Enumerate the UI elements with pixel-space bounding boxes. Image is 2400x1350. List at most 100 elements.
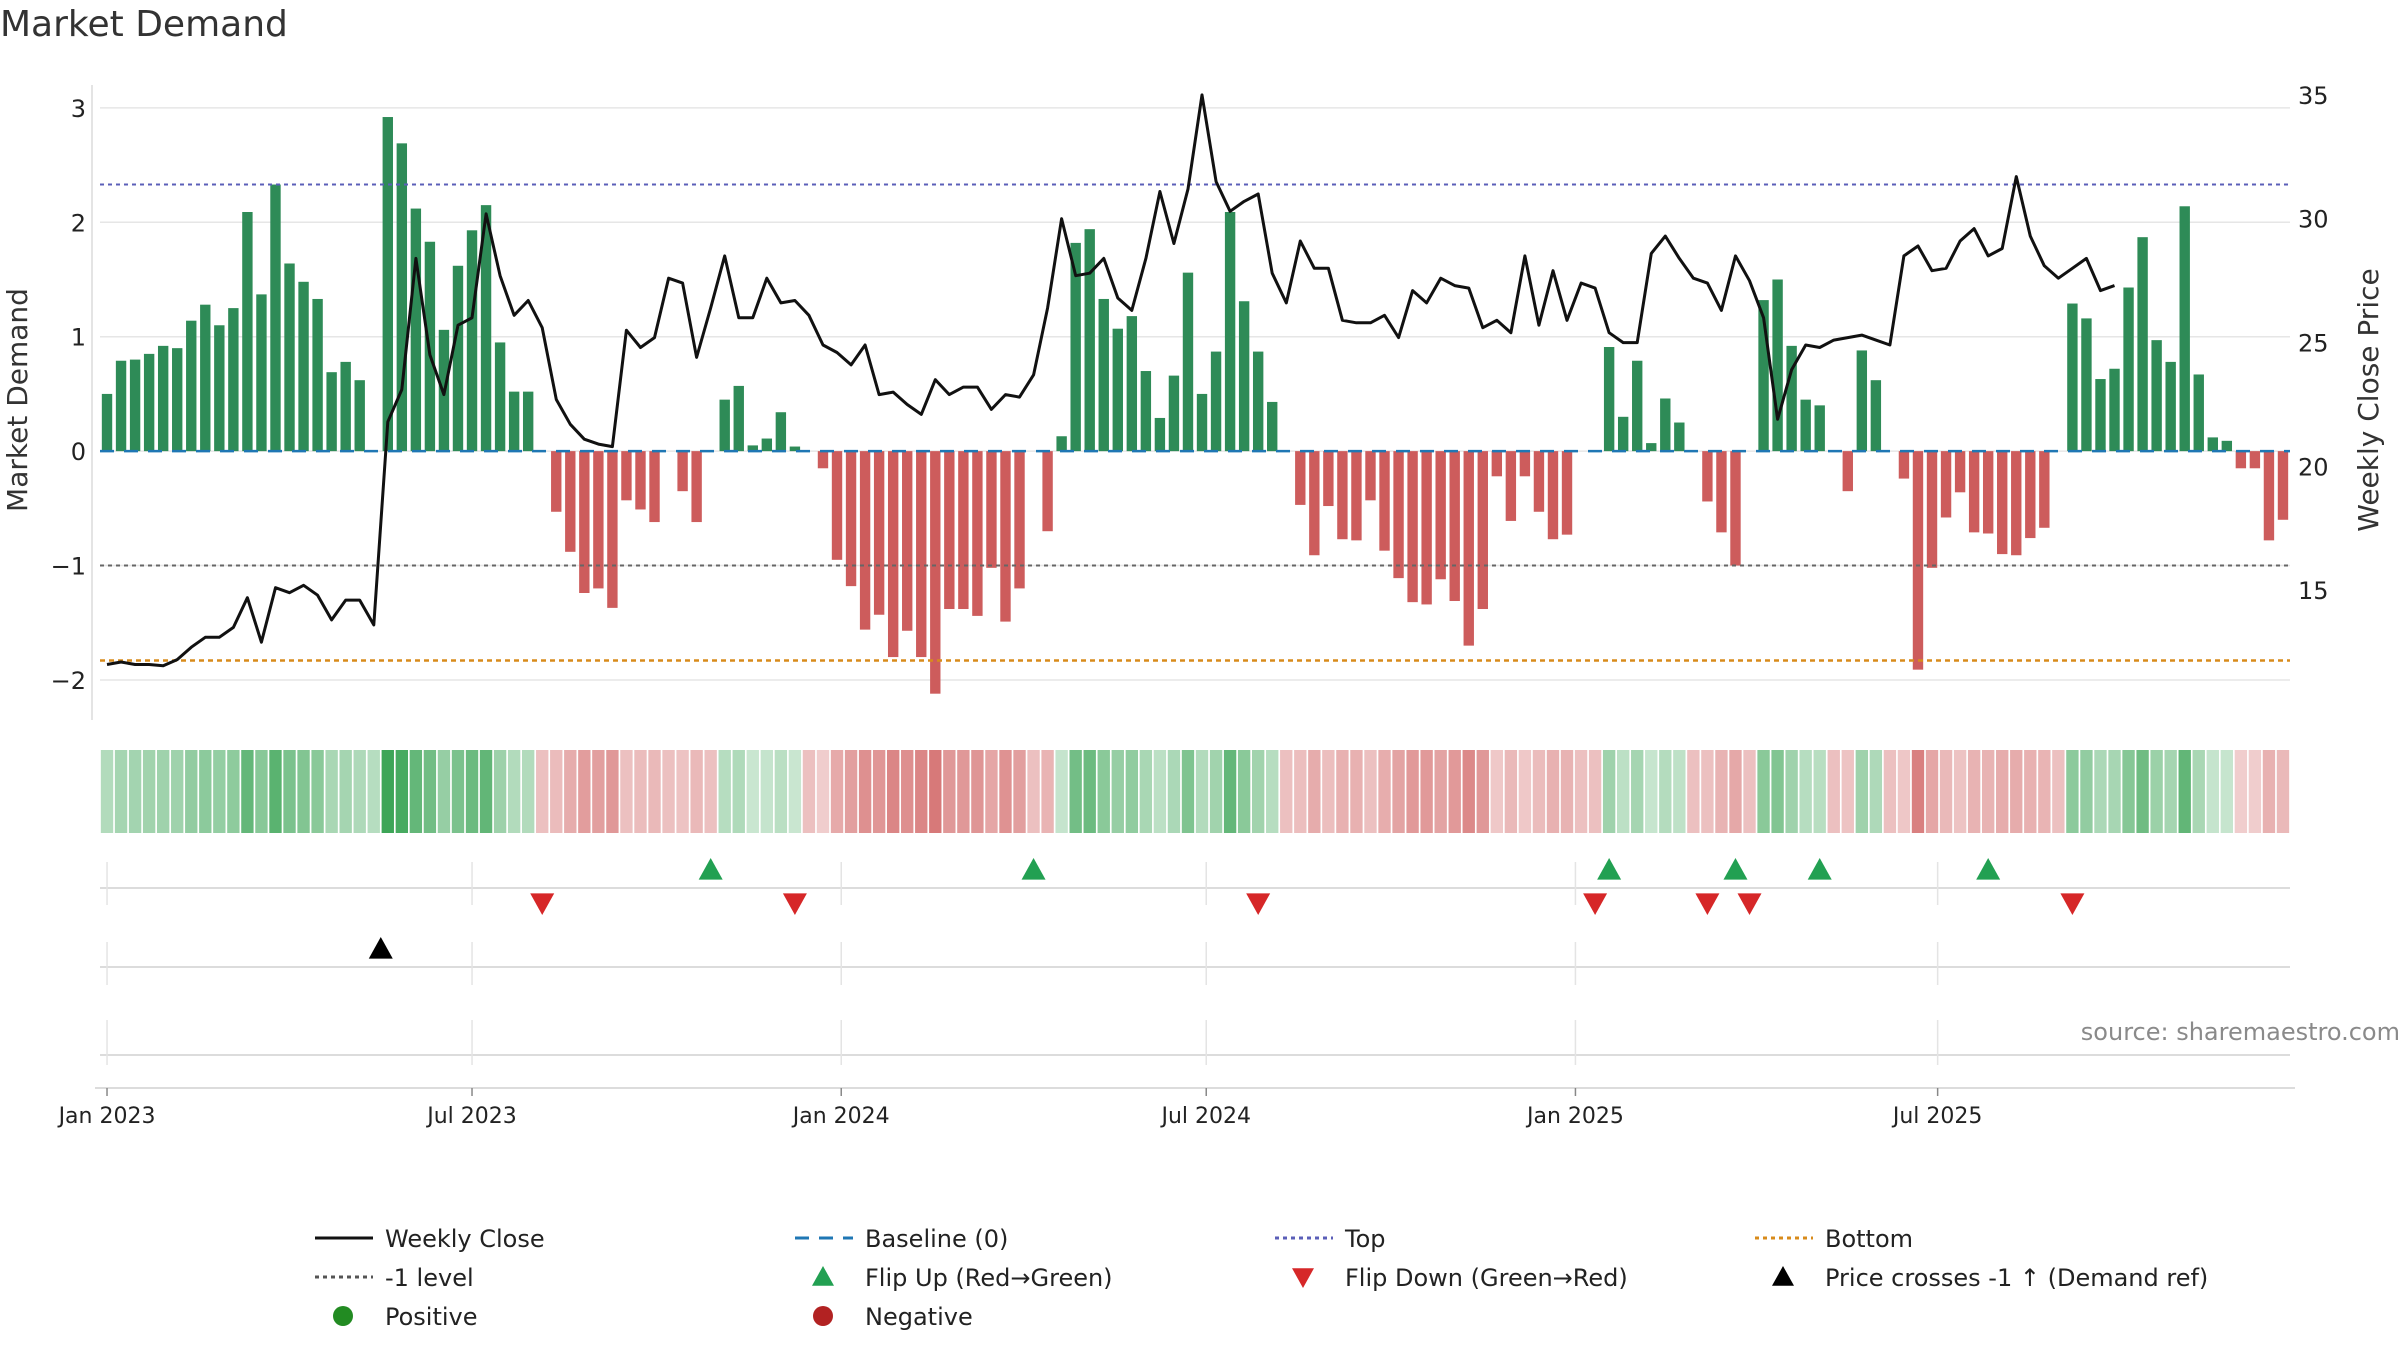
demand-bar-negative: [1365, 451, 1376, 501]
heat-cell: [746, 750, 759, 833]
heat-cell: [1757, 750, 1770, 833]
heat-cell: [774, 750, 788, 833]
demand-bar-positive: [1758, 300, 1769, 452]
demand-bar-negative: [1940, 451, 1952, 518]
flip-down-marker: [1583, 893, 1608, 915]
reference-lines: [100, 183, 2290, 662]
heat-cell: [142, 750, 156, 833]
heat-cell: [1181, 750, 1195, 833]
legend-label: Bottom: [1825, 1225, 1913, 1253]
legend-label: -1 level: [385, 1264, 474, 1292]
demand-bar-negative: [1477, 451, 1488, 610]
heat-cell: [2248, 750, 2262, 833]
heat-cell: [886, 750, 900, 833]
demand-bar-negative: [593, 451, 604, 589]
demand-bar-negative: [565, 451, 576, 552]
heat-cell: [1631, 750, 1644, 833]
right-tick-label: 30: [2298, 206, 2329, 234]
heat-cell: [760, 750, 774, 833]
axes: 3 2 1 0 −1 −2 35 30 25 20 15 Market Demand Weekly Cl…: [1, 82, 2385, 695]
heat-cell: [802, 750, 816, 833]
demand-bar-positive: [228, 308, 239, 452]
legend-swatch-circle: [813, 1306, 833, 1326]
heat-cell: [1013, 750, 1026, 833]
demand-bar-negative: [1337, 451, 1348, 540]
heat-cell: [1560, 750, 1574, 833]
demand-bar-positive: [1224, 212, 1236, 452]
demand-bar-positive: [1168, 375, 1180, 452]
heat-cell: [620, 750, 633, 833]
demand-bar-negative: [1997, 451, 2008, 555]
flip-down-marker: [2060, 893, 2085, 915]
heat-cell: [1799, 750, 1812, 833]
demand-bar-negative: [1702, 451, 1713, 502]
demand-bar-negative: [1519, 451, 1531, 477]
heat-cell: [690, 750, 703, 833]
demand-bar-positive: [410, 208, 422, 452]
legend-label: Top: [1344, 1225, 1386, 1253]
heat-cell: [283, 750, 296, 833]
right-axis-label: Weekly Close Price: [2352, 268, 2385, 531]
heat-cell: [1308, 750, 1321, 833]
demand-bar-negative: [691, 451, 702, 523]
demand-bar-positive: [172, 348, 183, 452]
heat-cell: [1364, 750, 1377, 833]
heat-cell: [564, 750, 577, 833]
demand-bar-positive: [1603, 347, 1615, 452]
demand-bar-negative: [1379, 451, 1390, 551]
demand-bar-positive: [2151, 340, 2162, 452]
heat-cell: [1785, 750, 1798, 833]
demand-bar-negative: [1014, 451, 1025, 589]
demand-bar-positive: [1252, 351, 1264, 452]
heat-cell: [1883, 750, 1897, 833]
heat-cell: [2150, 750, 2163, 833]
demand-bar-negative: [1898, 451, 1910, 479]
heat-cell: [2066, 750, 2079, 833]
demand-bar-positive: [2123, 287, 2134, 452]
heat-cell: [255, 750, 268, 833]
right-tick-label: 35: [2298, 82, 2329, 110]
heat-cell: [227, 750, 240, 833]
x-tick-label: Jan 2023: [57, 1104, 156, 1129]
heat-cell: [844, 750, 858, 833]
flip-down-marker: [530, 893, 555, 915]
demand-bar-negative: [845, 451, 857, 587]
flip-up-marker: [1976, 858, 2001, 880]
legend-label: Weekly Close: [385, 1225, 545, 1253]
right-tick-label: 15: [2298, 577, 2329, 605]
heat-cell: [943, 750, 956, 833]
heat-cell: [732, 750, 745, 833]
heat-cell: [1715, 750, 1728, 833]
heat-cell: [1195, 750, 1209, 833]
heat-cell: [1322, 750, 1335, 833]
heat-cell: [704, 750, 717, 833]
heat-cell: [606, 750, 619, 833]
demand-bar-positive: [2081, 318, 2092, 452]
demand-bar-negative: [635, 451, 646, 510]
heat-cell: [353, 750, 366, 833]
demand-bar-positive: [326, 372, 337, 452]
heat-cell: [521, 750, 535, 833]
demand-bar-positive: [2067, 303, 2078, 452]
demand-bar-positive: [396, 143, 408, 452]
demand-bar-positive: [522, 391, 534, 452]
heat-cell: [1209, 750, 1223, 833]
demand-bar-positive: [1070, 242, 1081, 452]
heat-cell: [1532, 750, 1546, 833]
demand-bar-positive: [312, 298, 323, 452]
heat-cell: [451, 750, 465, 833]
demand-bar-negative: [677, 451, 688, 492]
chart-title: Market Demand: [0, 4, 288, 45]
heat-cell: [1237, 750, 1251, 833]
heat-cell: [171, 750, 184, 833]
heat-cell: [367, 750, 380, 833]
heat-cell: [1434, 750, 1447, 833]
heat-cell: [395, 750, 409, 833]
event-rows: Jan 2023 Jul 2023 Jan 2024 Jul 2024 Jan 2025…: [57, 858, 2295, 1129]
demand-bar-positive: [298, 281, 309, 452]
demand-bar-positive: [1056, 436, 1067, 452]
heat-cell: [437, 750, 451, 833]
heat-cell: [325, 750, 338, 833]
heat-cell: [1673, 750, 1686, 833]
heat-cell: [1996, 750, 2009, 833]
